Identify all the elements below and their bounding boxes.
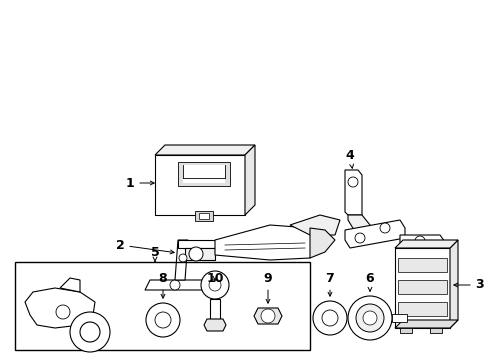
Circle shape	[355, 304, 383, 332]
Polygon shape	[145, 280, 224, 290]
Polygon shape	[394, 240, 457, 248]
Circle shape	[155, 312, 171, 328]
Circle shape	[312, 301, 346, 335]
Polygon shape	[215, 225, 319, 260]
Circle shape	[146, 303, 180, 337]
Polygon shape	[345, 220, 404, 248]
Polygon shape	[155, 145, 254, 155]
Polygon shape	[203, 319, 225, 331]
Polygon shape	[399, 235, 444, 248]
Bar	[391, 314, 406, 322]
Circle shape	[354, 233, 364, 243]
Circle shape	[261, 309, 274, 323]
Polygon shape	[178, 240, 215, 248]
Circle shape	[201, 271, 228, 299]
Text: 9: 9	[263, 271, 272, 303]
Bar	[15, 262, 309, 350]
Text: 1: 1	[125, 176, 154, 189]
Bar	[394, 248, 449, 328]
Bar	[183, 165, 224, 183]
Circle shape	[414, 236, 424, 246]
Bar	[209, 299, 220, 319]
Circle shape	[347, 296, 391, 340]
Polygon shape	[394, 320, 457, 328]
Bar	[195, 211, 213, 221]
Circle shape	[179, 254, 186, 262]
Text: 3: 3	[453, 279, 483, 292]
Circle shape	[80, 322, 100, 342]
Bar	[178, 162, 229, 186]
Text: 8: 8	[159, 271, 167, 298]
Bar	[155, 155, 244, 215]
Bar	[429, 328, 441, 333]
Polygon shape	[289, 215, 339, 235]
Bar	[199, 213, 208, 219]
Text: 10: 10	[206, 271, 224, 284]
Text: 5: 5	[150, 246, 159, 261]
Circle shape	[362, 311, 376, 325]
Polygon shape	[244, 145, 254, 215]
Text: 6: 6	[365, 271, 373, 291]
Polygon shape	[175, 240, 187, 280]
Polygon shape	[347, 215, 374, 240]
Polygon shape	[25, 288, 95, 328]
Polygon shape	[449, 240, 457, 328]
Text: 2: 2	[115, 239, 174, 254]
Circle shape	[189, 247, 203, 261]
Text: 7: 7	[325, 271, 334, 296]
Circle shape	[321, 310, 337, 326]
Polygon shape	[309, 228, 334, 258]
Circle shape	[56, 305, 70, 319]
Polygon shape	[184, 248, 215, 260]
Bar	[397, 258, 446, 272]
Polygon shape	[253, 308, 282, 324]
Circle shape	[70, 312, 110, 352]
Circle shape	[170, 280, 180, 290]
Circle shape	[347, 177, 357, 187]
Text: 4: 4	[345, 149, 354, 168]
Polygon shape	[345, 170, 361, 215]
Bar	[397, 280, 446, 294]
Bar	[399, 328, 411, 333]
Circle shape	[208, 279, 221, 291]
Circle shape	[379, 223, 389, 233]
Polygon shape	[60, 278, 80, 292]
Bar	[397, 302, 446, 316]
